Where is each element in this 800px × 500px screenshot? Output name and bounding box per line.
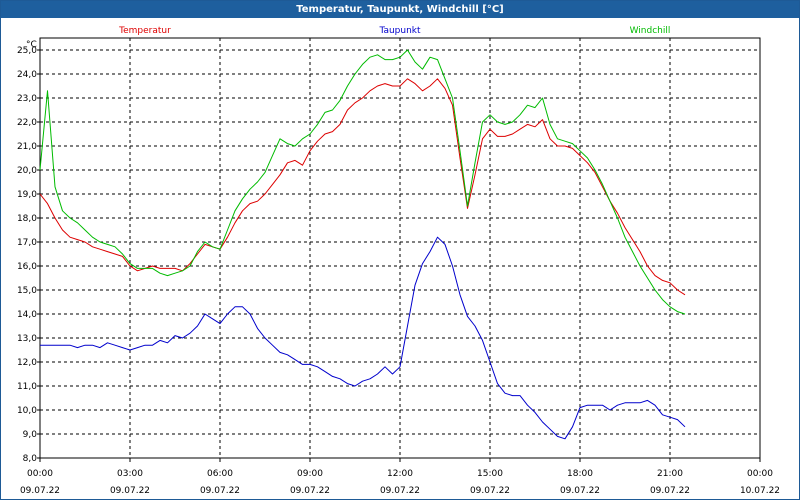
legend-entry-temperatur: Temperatur (118, 26, 171, 36)
x-tick-date: 09.07.22 (110, 486, 150, 496)
y-tick-label: 16,0 (17, 262, 37, 272)
x-tick-date: 09.07.22 (20, 486, 60, 496)
x-tick-date: 09.07.22 (560, 486, 600, 496)
y-unit-label: °C (26, 40, 37, 50)
y-tick-label: 10,0 (17, 406, 37, 416)
y-axis: 8,0 9,0 10,0 11,0 12,0 13,0 14,0 15,0 16,0 17,0 18… (17, 46, 40, 464)
x-tick-time: 15:00 (477, 469, 503, 479)
x-tick-date: 09.07.22 (650, 486, 690, 496)
legend: Temperatur Taupunkt Windchill (118, 26, 670, 36)
y-tick-label: 17,0 (17, 238, 37, 248)
legend-entry-windchill: Windchill (630, 26, 671, 36)
y-tick-label: 18,0 (17, 214, 37, 224)
x-tick-date: 09.07.22 (200, 486, 240, 496)
y-tick-label: 12,0 (17, 358, 37, 368)
y-tick-label: 20,0 (17, 166, 37, 176)
x-tick-time: 03:00 (117, 469, 143, 479)
legend-entry-taupunkt: Taupunkt (378, 26, 421, 36)
series-line-windchill (39, 49, 686, 315)
series-line-temperatur (39, 78, 686, 296)
y-tick-label: 25,0 (17, 46, 37, 56)
x-tick-date: 10.07.22 (740, 486, 780, 496)
x-tick-time: 09:00 (297, 469, 323, 479)
x-tick-time: 06:00 (207, 469, 233, 479)
x-tick-date: 09.07.22 (380, 486, 420, 496)
y-tick-label: 8,0 (23, 454, 38, 464)
x-tick-date: 09.07.22 (290, 486, 330, 496)
x-tick-time: 12:00 (387, 469, 413, 479)
x-tick-time: 00:00 (747, 469, 773, 479)
y-tick-label: 23,0 (17, 94, 37, 104)
x-tick-date: 09.07.22 (470, 486, 510, 496)
y-tick-label: 9,0 (23, 430, 38, 440)
series-lines (39, 49, 686, 440)
x-tick-time: 00:00 (27, 469, 53, 479)
y-tick-label: 14,0 (17, 310, 37, 320)
y-tick-label: 19,0 (17, 190, 37, 200)
window-title: Temperatur, Taupunkt, Windchill [°C] (1, 1, 799, 18)
series-line-taupunkt (40, 236, 686, 440)
y-tick-label: 24,0 (17, 70, 37, 80)
y-tick-label: 22,0 (17, 118, 37, 128)
y-tick-label: 15,0 (17, 286, 37, 296)
x-tick-time: 18:00 (567, 469, 593, 479)
y-tick-label: 11,0 (17, 382, 37, 392)
x-tick-time: 21:00 (657, 469, 683, 479)
x-axis: 00:00 09.07.22 03:00 09.07.22 06:00 09.07.22 0… (20, 458, 780, 496)
y-tick-label: 13,0 (17, 334, 37, 344)
y-tick-label: 21,0 (17, 142, 37, 152)
